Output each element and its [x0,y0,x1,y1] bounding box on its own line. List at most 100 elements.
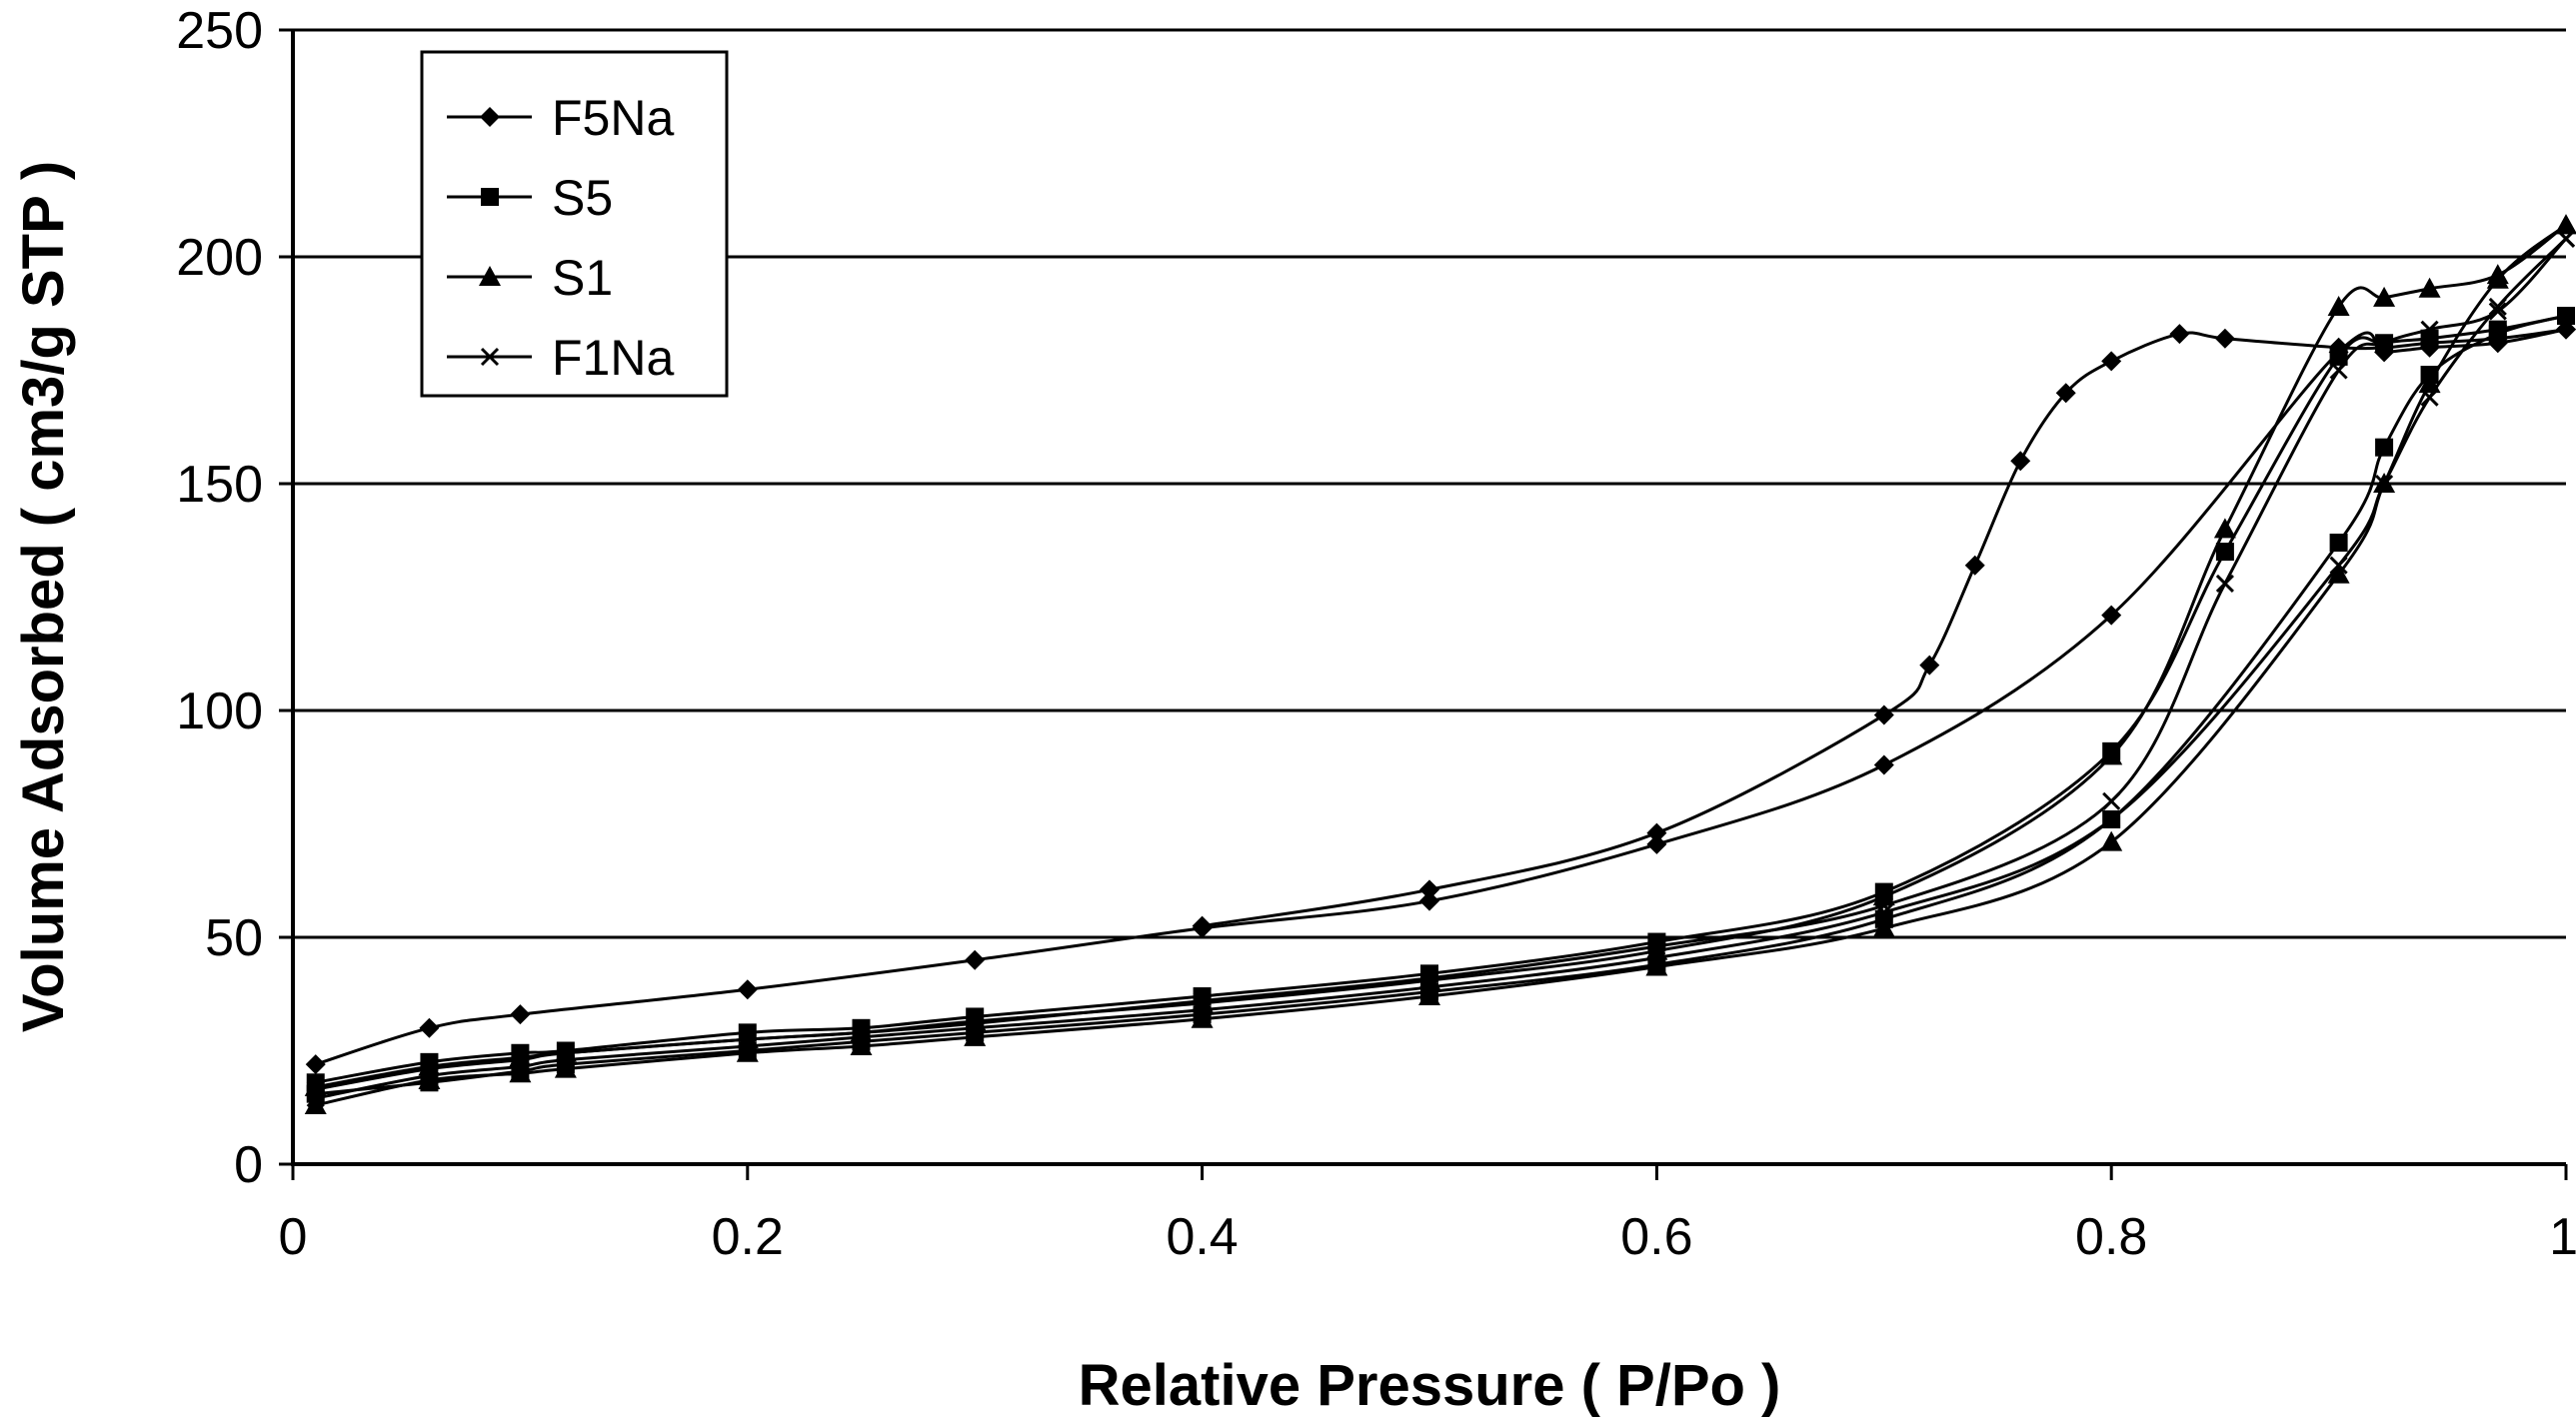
data-point-f5na [1419,879,1439,900]
x-tick-label: 0.4 [1166,1208,1238,1266]
legend-item-f1na: F1Na [447,330,674,386]
data-point-f5na [419,1017,440,1038]
legend-marker-f5na [480,107,500,127]
data-point-s1 [304,1093,327,1114]
data-point-f1na-stroke-b [556,1043,575,1062]
data-point-f1na-stroke-b [511,1050,530,1069]
series-line-s5-desorption [315,314,2567,1084]
data-point-f1na-stroke-b [556,1050,575,1069]
data-point-f1na [738,1030,757,1049]
data-point-s1 [1645,955,1668,976]
series-line-f1na-adsorption [315,237,2568,1100]
data-point-f1na [556,1043,575,1062]
data-point-s1 [509,1062,532,1083]
x-axis-title: Relative Pressure ( P/Po ) [1079,1353,1781,1418]
data-point-f5na [2169,324,2190,345]
data-point-s5 [2329,347,2348,366]
data-point-f1na [1193,991,1212,1010]
data-point-s5 [2488,320,2507,339]
data-point-f1na [2420,320,2439,339]
data-point-f5na [2010,451,2031,472]
axes [291,30,2566,1166]
data-point-f1na-stroke-b [2488,302,2507,321]
data-point-f1na-stroke-b [420,1066,439,1085]
series-line-s5-adsorption [315,314,2567,1096]
data-point-f5na [1873,754,1894,775]
data-point-f1na [966,1014,985,1033]
data-point-f1na-stroke-b [2556,229,2576,248]
data-point-s5 [2557,307,2575,326]
data-point-f1na-stroke-b [2375,334,2394,353]
data-point-f5na [2101,351,2122,372]
data-point-f1na-stroke-b [511,1057,530,1076]
data-point-f1na-stroke-b [1874,896,1893,915]
data-point-f5na [1873,705,1894,725]
data-point-f1na [511,1050,530,1069]
data-point-f5na [1964,555,1985,576]
legend-marker-f1na-stroke-b [480,347,500,367]
legend: F5Na S5 S1 F1Na [420,50,729,398]
y-tick-label: 150 [176,456,263,514]
data-point-f1na-stroke-b [1647,937,1666,956]
data-point-f1na-stroke-b [1419,968,1439,987]
ticks: 0 50 100 150 200 250 0 0.2 0.4 0.6 0.8 1 [176,2,2576,1266]
data-point-f1na [1874,896,1893,915]
legend-label-s5: S5 [552,170,613,226]
legend-label-f1na: F1Na [552,330,674,386]
data-point-f5na [510,1004,531,1025]
data-point-s1 [1645,939,1668,960]
data-point-f5na [2101,605,2122,626]
legend-marker-f1na [480,347,500,367]
data-point-f1na-stroke-b [2329,361,2348,380]
data-point-s1 [2213,518,2236,539]
data-point-f1na [2329,361,2348,380]
data-point-f1na [2420,388,2439,407]
data-point-f1na [1647,937,1666,956]
data-point-f5na [2055,383,2076,404]
data-point-f1na [2375,474,2394,494]
data-point-f1na-stroke-b [420,1059,439,1078]
data-point-s1 [418,1069,441,1090]
data-point-f1na-stroke-b [738,1036,757,1056]
data-point-s1 [850,1034,873,1055]
y-tick-label: 0 [234,1136,263,1194]
data-point-f1na [420,1059,439,1078]
legend-box [420,50,729,398]
data-point-s1 [1872,916,1895,937]
data-point-f1na-stroke-b [2329,556,2348,575]
data-point-f1na-stroke-b [2102,809,2121,829]
data-point-f5na [1646,833,1667,854]
data-point-s1 [964,1025,987,1046]
data-point-s1 [2100,744,2123,765]
data-point-f5na [1192,915,1213,936]
x-tick-label: 1 [2549,1208,2576,1266]
legend-label-f5na: F5Na [552,90,674,146]
y-axis-title: Volume Adsorbed ( cm3/g STP ) [11,161,76,1032]
data-point-s1 [554,1057,577,1078]
legend-marker-s1 [479,266,501,286]
legend-item-f5na: F5Na [447,90,674,146]
y-tick-label: 250 [176,2,263,60]
y-tick-label: 100 [176,683,263,740]
legend-label-s1: S1 [552,250,613,306]
data-point-s1 [1191,1007,1214,1028]
data-point-f1na-stroke-b [306,1080,325,1099]
series-line-f1na-desorption [315,237,2568,1091]
data-point-s1 [2486,264,2509,285]
data-point-f1na [2488,302,2507,321]
legend-item-s1: S1 [447,250,613,306]
data-point-f1na-stroke-b [852,1023,871,1042]
data-point-f1na-stroke-b [966,1014,985,1033]
data-point-s1 [1418,985,1440,1006]
data-point-f1na [2375,334,2394,353]
data-point-f5na [1646,822,1667,843]
legend-marker-s5 [481,188,499,206]
data-point-f1na [2488,297,2507,317]
data-point-f5na [965,949,986,970]
legend-item-s5: S5 [447,170,613,226]
data-point-s1 [2327,295,2350,316]
data-point-f1na-stroke-b [2420,388,2439,407]
data-point-f1na [2329,556,2348,575]
data-point-s1 [2100,830,2123,851]
